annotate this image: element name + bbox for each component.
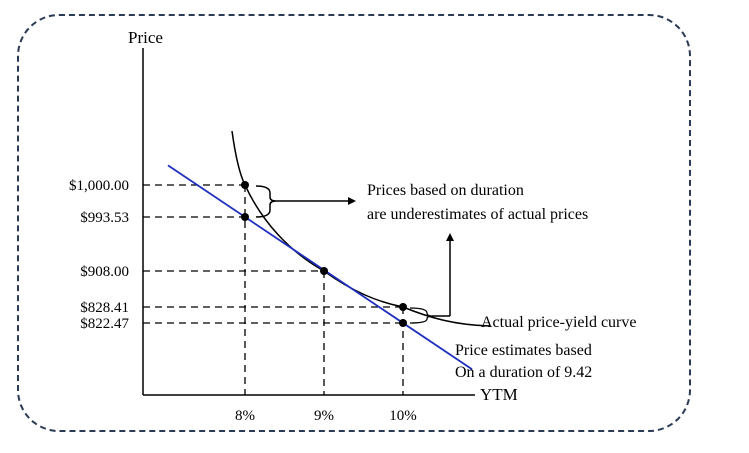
x-tick-labels: 8% 9% 10% <box>235 408 417 424</box>
actual-price-point <box>320 267 328 275</box>
y-tick-label: $822.47 <box>80 316 129 332</box>
arrow-right-head <box>348 197 356 205</box>
annotation-actual-curve: Actual price-yield curve <box>481 314 636 331</box>
y-tick-label: $828.41 <box>80 300 129 316</box>
duration-estimate-line <box>167 164 473 371</box>
y-tick-label: $908.00 <box>80 264 129 280</box>
annotation-underestimate-line2: are underestimates of actual prices <box>367 206 588 223</box>
y-tick-label: $993.53 <box>80 210 129 226</box>
actual-price-point <box>399 303 407 311</box>
brace-left <box>255 185 277 218</box>
x-tick-label: 9% <box>314 408 334 424</box>
annotation-underestimate-line1: Prices based on duration <box>367 182 524 199</box>
y-tick-labels: $1,000.00 $993.53 $908.00 $828.41$822.47 <box>69 178 130 332</box>
x-axis-title: YTM <box>480 385 518 404</box>
x-tick-label: 10% <box>389 408 417 424</box>
actual-price-point <box>241 181 249 189</box>
arrow-up-head <box>446 233 454 241</box>
actual-price-yield-curve <box>231 130 491 327</box>
dashed-rounded-frame <box>17 14 691 432</box>
estimate-price-point <box>399 319 407 327</box>
y-tick-label: $1,000.00 <box>69 178 129 194</box>
data-points <box>241 181 407 327</box>
y-axis-title: Price <box>128 28 163 47</box>
axes <box>142 48 475 396</box>
estimate-price-point <box>241 213 249 221</box>
x-tick-label: 8% <box>235 408 255 424</box>
dashed-guides <box>143 184 404 395</box>
annotation-estimates-line2: On a duration of 9.42 <box>455 364 592 381</box>
annotation-estimates-line1: Price estimates based <box>455 342 592 359</box>
